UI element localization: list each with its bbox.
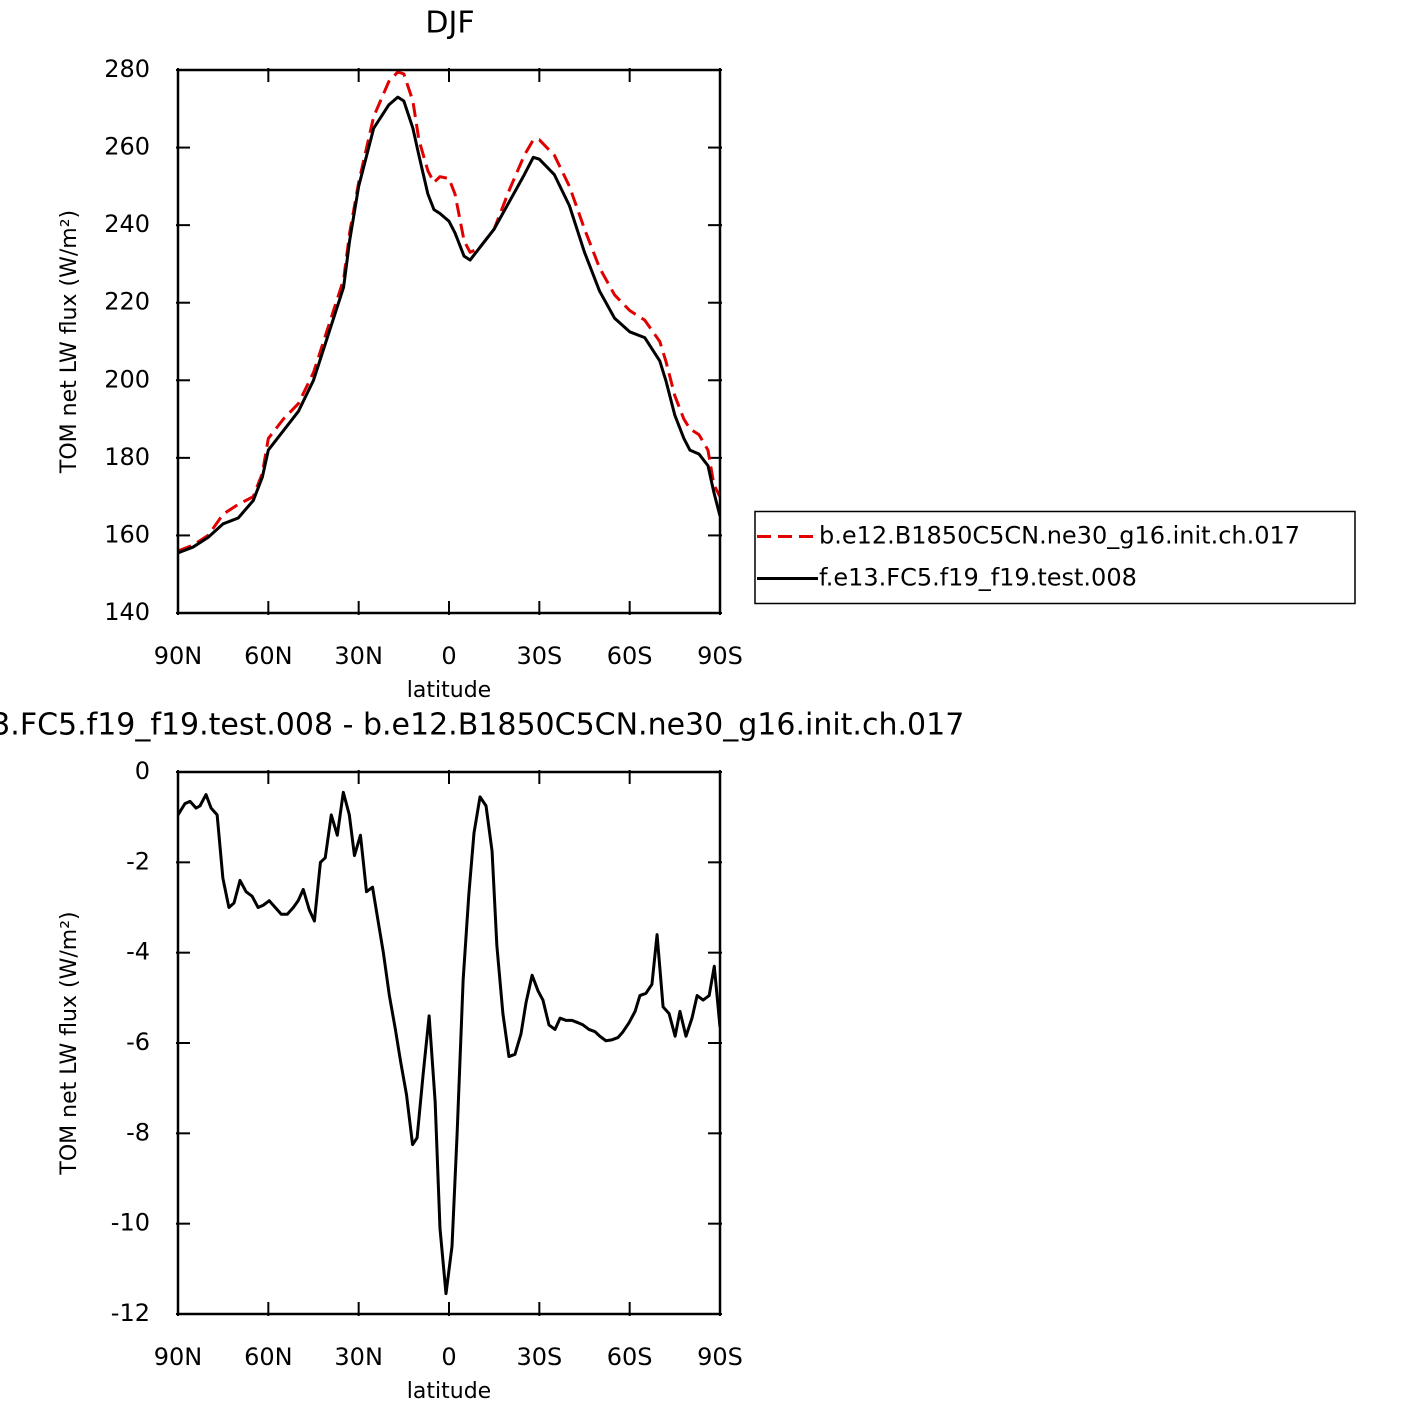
panel: f.e13.FC5.f19_f19.test.008 - b.e12.B1850… <box>0 708 964 1405</box>
chart-title: f.e13.FC5.f19_f19.test.008 - b.e12.B1850… <box>0 708 964 743</box>
x-axis-title: latitude <box>407 1379 491 1404</box>
x-tick-label: 90S <box>697 642 743 670</box>
x-tick-label: 90S <box>697 1343 743 1371</box>
x-tick-label: 60N <box>244 642 293 670</box>
x-tick-label: 30S <box>516 642 562 670</box>
x-tick-label: 90N <box>154 642 203 670</box>
x-tick-label: 90N <box>154 1343 203 1371</box>
y-tick-label: 140 <box>104 598 150 626</box>
y-tick-label: -4 <box>126 938 150 966</box>
y-tick-label: 280 <box>104 55 150 83</box>
y-tick-label: 240 <box>104 210 150 238</box>
y-axis-title: TOM net LW flux (W/m²) <box>57 911 82 1175</box>
y-tick-label: 0 <box>135 757 150 785</box>
legend-label: b.e12.B1850C5CN.ne30_g16.init.ch.017 <box>819 522 1300 550</box>
x-tick-label: 60S <box>607 642 653 670</box>
plot-frame <box>176 68 722 615</box>
legend-label: f.e13.FC5.f19_f19.test.008 <box>819 564 1137 592</box>
x-tick-label: 30N <box>334 642 383 670</box>
y-tick-label: 220 <box>104 288 150 316</box>
y-tick-label: 180 <box>104 443 150 471</box>
legend-box <box>754 510 1356 605</box>
x-tick-label: 60S <box>607 1343 653 1371</box>
legend: b.e12.B1850C5CN.ne30_g16.init.ch.017 f.e1… <box>754 510 1356 605</box>
x-tick-label: 30N <box>334 1343 383 1371</box>
panel: DJF 140 160 180 200 220 240 260 280 90N 60N 30N 0 30S… <box>57 6 1356 703</box>
y-tick-label: 160 <box>104 520 150 548</box>
chart-title: DJF <box>425 6 474 41</box>
y-tick-label: -8 <box>126 1118 150 1146</box>
series-line <box>178 790 720 1296</box>
y-tick-label: -6 <box>126 1028 150 1056</box>
y-tick-label: -12 <box>111 1299 150 1327</box>
y-tick-label: 200 <box>104 365 150 393</box>
y-tick-label: -2 <box>126 847 150 875</box>
x-tick-label: 0 <box>441 642 456 670</box>
x-tick-label: 60N <box>244 1343 293 1371</box>
x-tick-label: 30S <box>516 1343 562 1371</box>
y-axis-title: TOM net LW flux (W/m²) <box>57 210 82 474</box>
x-tick-label: 0 <box>441 1343 456 1371</box>
y-tick-label: 260 <box>104 133 150 161</box>
x-axis-title: latitude <box>407 678 491 703</box>
series-line <box>178 95 720 555</box>
plot-frame <box>176 770 722 1316</box>
y-tick-label: -10 <box>111 1209 150 1237</box>
series-line <box>178 70 720 553</box>
